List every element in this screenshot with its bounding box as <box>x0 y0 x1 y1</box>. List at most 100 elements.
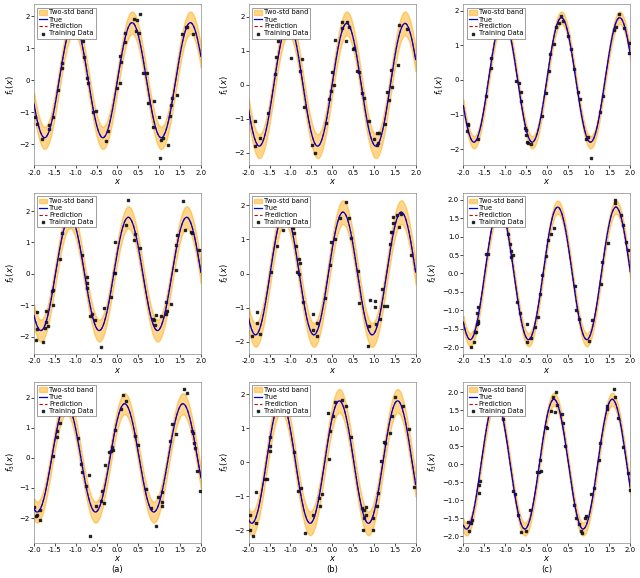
Training Data <box>355 298 365 307</box>
True <box>120 219 128 226</box>
Prediction <box>627 51 634 58</box>
Training Data <box>157 498 167 507</box>
Training Data <box>251 487 261 497</box>
Training Data <box>194 246 204 255</box>
Training Data <box>170 241 180 250</box>
Y-axis label: $f_2(x)$: $f_2(x)$ <box>427 264 439 283</box>
True <box>314 143 321 150</box>
Training Data <box>603 238 613 247</box>
Training Data <box>84 531 95 540</box>
Training Data <box>503 229 513 239</box>
Training Data <box>342 18 352 27</box>
Training Data <box>499 10 509 19</box>
Training Data <box>392 210 402 220</box>
True <box>99 134 107 141</box>
Training Data <box>485 399 495 409</box>
Training Data <box>602 404 612 413</box>
Training Data <box>587 316 597 325</box>
True <box>460 522 467 529</box>
Training Data <box>106 446 116 455</box>
Line: True: True <box>463 399 630 529</box>
Prediction <box>597 273 605 280</box>
Training Data <box>101 137 111 146</box>
Training Data <box>107 442 117 451</box>
Prediction <box>194 455 202 462</box>
Training Data <box>586 153 596 162</box>
Training Data <box>263 109 273 118</box>
True <box>382 273 390 280</box>
Prediction <box>583 336 591 343</box>
Training Data <box>595 439 605 448</box>
Prediction <box>339 209 347 216</box>
Training Data <box>308 510 319 520</box>
Prediction <box>120 400 128 407</box>
Line: True: True <box>463 207 630 340</box>
Prediction <box>408 247 416 254</box>
Training Data <box>491 24 501 34</box>
Training Data <box>498 25 508 34</box>
Training Data <box>344 23 354 32</box>
Training Data <box>520 124 530 133</box>
Training Data <box>129 229 140 239</box>
Training Data <box>186 427 196 436</box>
Training Data <box>244 510 255 519</box>
Training Data <box>82 278 92 287</box>
Training Data <box>580 514 590 523</box>
Y-axis label: $f_3(x)$: $f_3(x)$ <box>219 453 231 472</box>
Training Data <box>511 76 521 86</box>
Training Data <box>481 250 492 259</box>
Training Data <box>96 496 106 505</box>
Training Data <box>321 293 331 302</box>
Training Data <box>250 116 260 125</box>
Training Data <box>497 218 508 227</box>
Training Data <box>515 308 525 317</box>
X-axis label: $x$
(b): $x$ (b) <box>326 554 338 574</box>
Prediction <box>197 474 205 481</box>
Training Data <box>32 307 42 317</box>
Training Data <box>545 229 556 239</box>
Training Data <box>312 318 322 327</box>
Training Data <box>52 85 63 94</box>
True <box>623 32 631 39</box>
Training Data <box>295 258 305 268</box>
Training Data <box>317 490 327 499</box>
Training Data <box>365 296 375 305</box>
Training Data <box>161 310 172 319</box>
Training Data <box>40 323 50 332</box>
Training Data <box>513 510 524 519</box>
Training Data <box>172 430 182 439</box>
Training Data <box>371 319 381 328</box>
True <box>550 210 557 217</box>
Line: Prediction: Prediction <box>249 212 415 335</box>
Prediction <box>324 106 332 113</box>
Training Data <box>522 138 532 147</box>
Line: True: True <box>249 24 415 146</box>
Training Data <box>55 254 65 263</box>
Prediction <box>540 432 547 439</box>
Training Data <box>266 267 276 276</box>
Training Data <box>164 111 175 120</box>
Training Data <box>356 503 367 513</box>
Training Data <box>352 66 362 76</box>
Training Data <box>330 35 340 45</box>
Training Data <box>186 227 196 236</box>
True <box>408 247 416 254</box>
Training Data <box>163 140 173 150</box>
Training Data <box>609 384 619 394</box>
Training Data <box>96 342 106 351</box>
Prediction <box>314 143 321 150</box>
Training Data <box>514 79 524 88</box>
Training Data <box>364 322 374 331</box>
True <box>412 269 419 276</box>
Training Data <box>544 66 554 76</box>
Legend: Two-std band, True, Prediction, Training Data: Two-std band, True, Prediction, Training… <box>252 8 310 39</box>
Training Data <box>289 12 300 21</box>
Y-axis label: $f_3(x)$: $f_3(x)$ <box>427 453 439 472</box>
Training Data <box>44 124 54 134</box>
Training Data <box>324 454 334 463</box>
True <box>326 100 333 107</box>
Training Data <box>146 503 156 513</box>
Training Data <box>569 500 579 509</box>
Training Data <box>598 92 608 101</box>
Training Data <box>486 64 496 73</box>
